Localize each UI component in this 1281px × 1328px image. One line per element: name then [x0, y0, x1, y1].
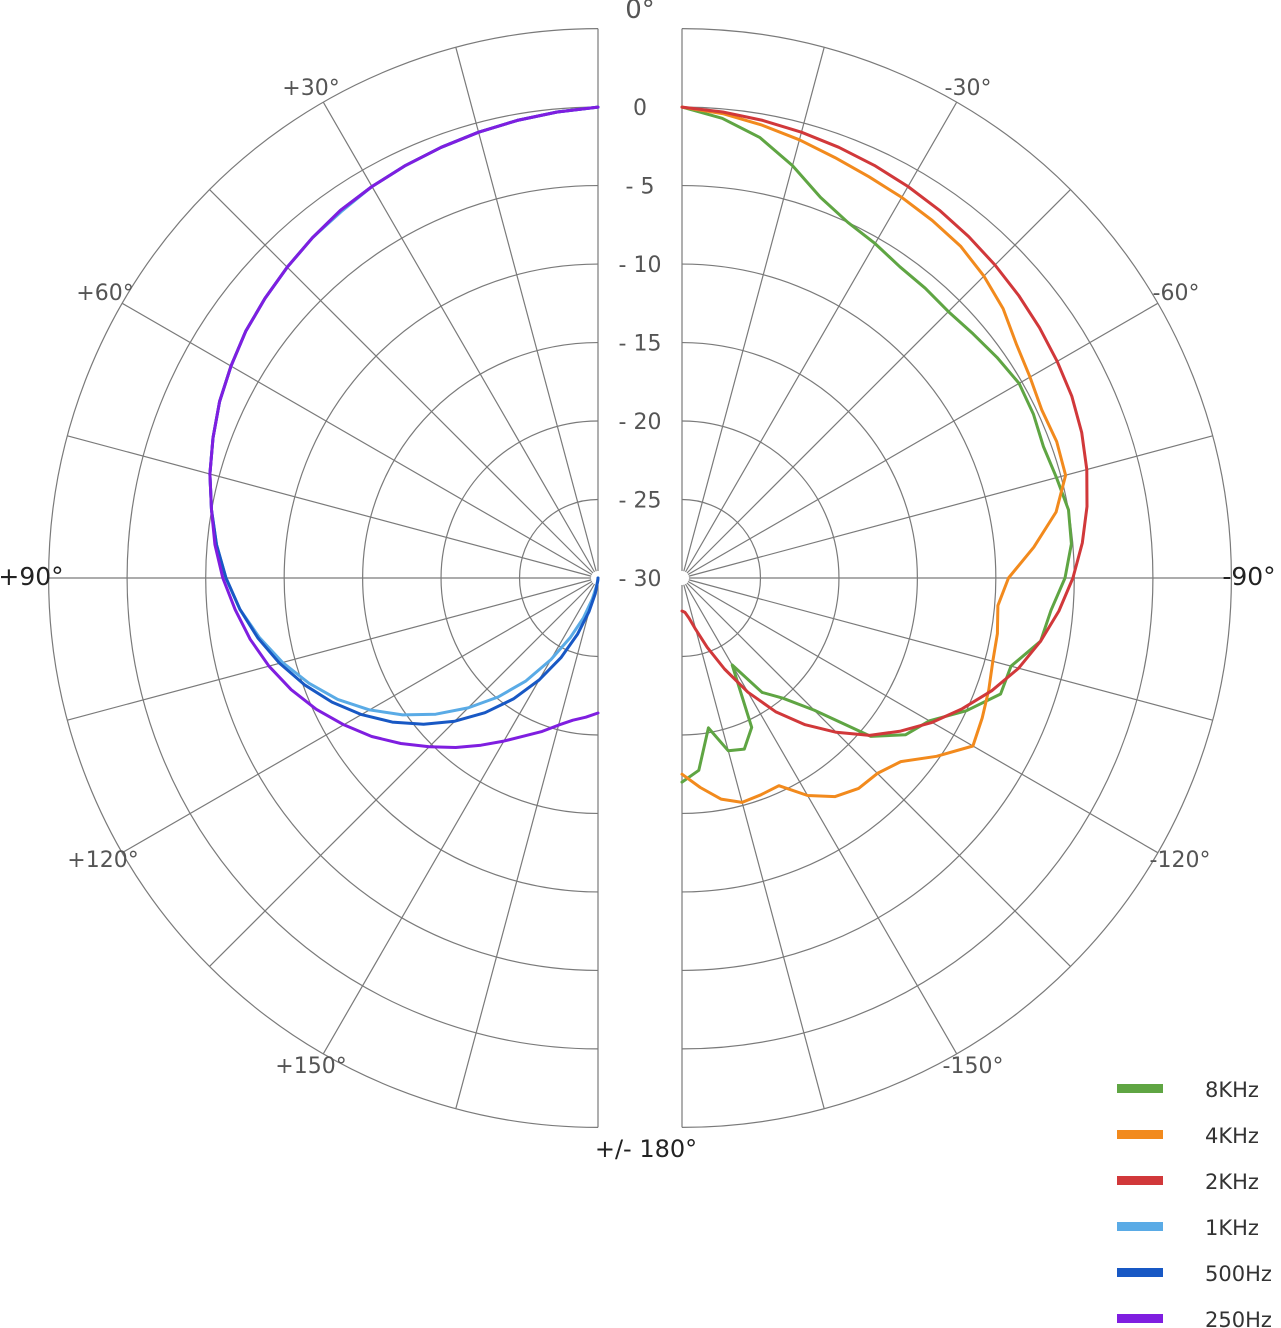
angle-label-right-120: -120° — [1150, 848, 1211, 873]
left-grid-spoke-75 — [67, 435, 599, 579]
legend-swatch-8khz — [1117, 1084, 1163, 1093]
right-grid-spoke-75 — [681, 435, 1213, 579]
angle-label-right-90: -90° — [1222, 562, 1275, 591]
legend-label-2khz: 2KHz — [1205, 1170, 1259, 1194]
right-grid-spoke-105 — [681, 577, 1213, 721]
legend-swatch-500hz — [1117, 1268, 1163, 1277]
angle-label-left-150: +150° — [275, 1054, 346, 1079]
left-grid-spoke-45 — [209, 189, 599, 579]
angle-label-left-120: +120° — [67, 848, 138, 873]
series-line-250hz — [208, 105, 600, 749]
left-grid-spoke-150 — [322, 577, 599, 1055]
legend-swatch-250hz — [1117, 1314, 1163, 1323]
series-line-500hz — [208, 105, 600, 726]
angle-label-right-150: -150° — [943, 1054, 1004, 1079]
left-polar-grid — [49, 29, 605, 1128]
radial-tick-label: 0 — [633, 96, 647, 121]
right-grid-spoke-60 — [681, 302, 1159, 579]
legend-label-8khz: 8KHz — [1205, 1078, 1259, 1102]
series-line-4khz — [680, 105, 1068, 804]
angle-label-bottom: +/- 180° — [595, 1135, 697, 1163]
legend: 8KHz 4KHz 2KHz 1KHz 500Hz 250Hz — [1117, 1078, 1272, 1328]
series-line-2khz — [680, 105, 1089, 737]
right-grid-spoke-15 — [681, 47, 825, 579]
angle-label-right-30: -30° — [945, 76, 992, 101]
angle-label-right-60: -60° — [1153, 281, 1200, 306]
left-grid-spoke-135 — [209, 577, 599, 967]
left-grid-spoke-60 — [121, 302, 599, 579]
legend-swatch-1khz — [1117, 1222, 1163, 1231]
angle-labels: 0° +/- 180° +30° +60° +90° +120° +150° -… — [0, 0, 1276, 1163]
right-grid-spoke-135 — [681, 577, 1071, 967]
radial-tick-label: - 15 — [619, 332, 662, 357]
right-polar-grid — [675, 29, 1231, 1128]
radial-tick-label: - 5 — [626, 175, 655, 200]
legend-swatch-2khz — [1117, 1176, 1163, 1185]
angle-label-left-90: +90° — [0, 562, 64, 591]
right-center-dot — [675, 571, 689, 585]
legend-label-500hz: 500Hz — [1205, 1262, 1272, 1286]
radial-tick-label: - 25 — [619, 489, 662, 514]
legend-label-250hz: 250Hz — [1205, 1308, 1272, 1328]
left-grid-spoke-15 — [455, 47, 599, 579]
legend-swatch-4khz — [1117, 1130, 1163, 1139]
series-line-1khz — [208, 105, 600, 717]
series-line-8khz — [680, 105, 1073, 784]
right-grid-spoke-120 — [681, 577, 1159, 854]
radial-tick-label: - 30 — [619, 567, 662, 592]
left-grid-spoke-165 — [455, 577, 599, 1109]
right-grid-spoke-45 — [681, 189, 1071, 579]
right-grid-spoke-30 — [681, 101, 958, 579]
radial-tick-labels: 0 - 5 - 10 - 15 - 20 - 25 - 30 — [619, 96, 662, 592]
legend-label-1khz: 1KHz — [1205, 1216, 1259, 1240]
radial-tick-label: - 10 — [619, 253, 662, 278]
left-grid-spoke-105 — [67, 577, 599, 721]
angle-label-top: 0° — [625, 0, 655, 25]
series-layer — [208, 105, 1089, 804]
left-grid-spoke-30 — [322, 101, 599, 579]
legend-label-4khz: 4KHz — [1205, 1124, 1259, 1148]
angle-label-left-60: +60° — [76, 281, 133, 306]
right-grid-spoke-165 — [681, 577, 825, 1109]
radial-tick-label: - 20 — [619, 410, 662, 435]
right-grid-spoke-150 — [681, 577, 958, 1055]
angle-label-left-30: +30° — [282, 76, 339, 101]
